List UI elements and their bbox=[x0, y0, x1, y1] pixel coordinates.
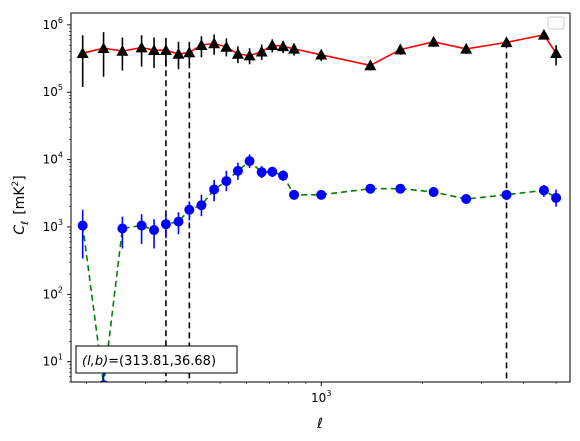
x-axis-label: ℓ bbox=[316, 416, 323, 432]
data-point-circle bbox=[184, 204, 195, 215]
y-tick-exponent: 2 bbox=[58, 285, 63, 294]
plot-frame bbox=[70, 12, 571, 383]
data-point-circle bbox=[278, 170, 289, 181]
y-tick-label: 105 bbox=[43, 83, 63, 99]
data-point-triangle bbox=[277, 40, 290, 52]
y-tick-exponent: 5 bbox=[58, 83, 63, 92]
y-axis-label-unit-open: [mK bbox=[12, 186, 28, 215]
y-tick-base: 10 bbox=[43, 220, 58, 234]
y-axis-label: Cℓ [mK2] bbox=[11, 175, 31, 234]
data-point-circle bbox=[209, 184, 220, 195]
data-point-triangle bbox=[135, 41, 148, 53]
y-tick-base: 10 bbox=[43, 85, 58, 99]
data-point-triangle bbox=[231, 47, 244, 59]
data-point-triangle bbox=[159, 44, 172, 56]
data-point-circle bbox=[160, 219, 171, 230]
data-point-triangle bbox=[97, 42, 110, 54]
data-point-circle bbox=[461, 194, 472, 205]
data-point-circle bbox=[256, 167, 267, 178]
data-point-circle bbox=[289, 189, 300, 200]
y-tick-exponent: 1 bbox=[58, 353, 63, 362]
data-point-circle bbox=[117, 223, 128, 234]
data-point-triangle bbox=[243, 49, 256, 61]
x-tick-exponent: 3 bbox=[326, 389, 331, 398]
data-point-triangle bbox=[255, 45, 268, 57]
data-point-triangle bbox=[220, 40, 233, 52]
data-point-circle bbox=[173, 216, 184, 227]
data-point-circle bbox=[428, 187, 439, 198]
data-point-circle bbox=[77, 220, 88, 231]
data-point-triangle bbox=[537, 28, 550, 40]
legend-box bbox=[547, 16, 565, 30]
y-tick-base: 10 bbox=[43, 287, 58, 301]
data-point-triangle bbox=[183, 46, 196, 58]
series-1 bbox=[76, 28, 563, 87]
y-axis-label-unit-sup: 2 bbox=[11, 181, 21, 187]
data-point-circle bbox=[149, 225, 160, 236]
y-tick-label: 106 bbox=[43, 16, 63, 32]
data-point-circle bbox=[221, 176, 232, 187]
data-point-triangle bbox=[172, 47, 185, 59]
series-layer bbox=[76, 28, 563, 382]
annotation: (l,b)=(313.81,36.68) bbox=[75, 345, 238, 374]
data-point-circle bbox=[395, 183, 406, 194]
data-point-triangle bbox=[266, 39, 279, 50]
y-tick-label: 101 bbox=[43, 353, 63, 369]
data-point-circle bbox=[244, 156, 255, 167]
data-point-circle bbox=[196, 200, 207, 211]
annotation-prefix: (l,b) bbox=[82, 354, 108, 369]
y-tick-exponent: 6 bbox=[58, 16, 63, 25]
annotation-suffix: =(313.81,36.68) bbox=[108, 354, 216, 369]
data-point-triangle bbox=[460, 42, 473, 54]
y-axis-label-unit-close: ] bbox=[12, 175, 28, 180]
data-point-triangle bbox=[195, 39, 208, 50]
y-tick-base: 10 bbox=[43, 355, 58, 369]
data-point-triangle bbox=[500, 36, 513, 48]
x-tick-label: 103 bbox=[311, 389, 331, 405]
data-point-triangle bbox=[116, 44, 129, 56]
data-point-triangle bbox=[148, 44, 161, 56]
data-point-circle bbox=[365, 183, 376, 194]
y-axis-label-main: C bbox=[12, 225, 28, 235]
data-point-circle bbox=[501, 189, 512, 200]
y-tick-label: 103 bbox=[43, 218, 63, 234]
y-tick-exponent: 4 bbox=[58, 151, 63, 160]
data-point-circle bbox=[232, 165, 243, 176]
annotation-box bbox=[75, 345, 238, 374]
data-point-circle bbox=[551, 192, 562, 203]
data-point-triangle bbox=[208, 37, 221, 49]
data-point-triangle bbox=[315, 48, 328, 60]
y-tick-exponent: 3 bbox=[58, 218, 63, 227]
y-tick-label: 104 bbox=[43, 151, 63, 167]
data-point-circle bbox=[136, 220, 147, 231]
annotation-text: (l,b)=(313.81,36.68) bbox=[82, 354, 216, 369]
data-point-triangle bbox=[76, 47, 89, 58]
data-point-triangle bbox=[427, 35, 440, 47]
y-axis-label-sub: ℓ bbox=[20, 221, 31, 225]
y-tick-base: 10 bbox=[43, 153, 58, 167]
data-point-triangle bbox=[550, 47, 563, 58]
data-point-triangle bbox=[288, 42, 301, 54]
data-point-triangle bbox=[394, 43, 407, 55]
plot-area bbox=[76, 28, 563, 382]
data-point-circle bbox=[316, 189, 327, 200]
data-point-triangle bbox=[364, 59, 377, 71]
y-tick-base: 10 bbox=[43, 18, 58, 32]
y-tick-label: 102 bbox=[43, 285, 63, 301]
x-tick-base: 10 bbox=[311, 391, 326, 405]
series-2 bbox=[77, 154, 562, 382]
data-point-circle bbox=[267, 166, 278, 177]
data-point-circle bbox=[538, 185, 549, 196]
